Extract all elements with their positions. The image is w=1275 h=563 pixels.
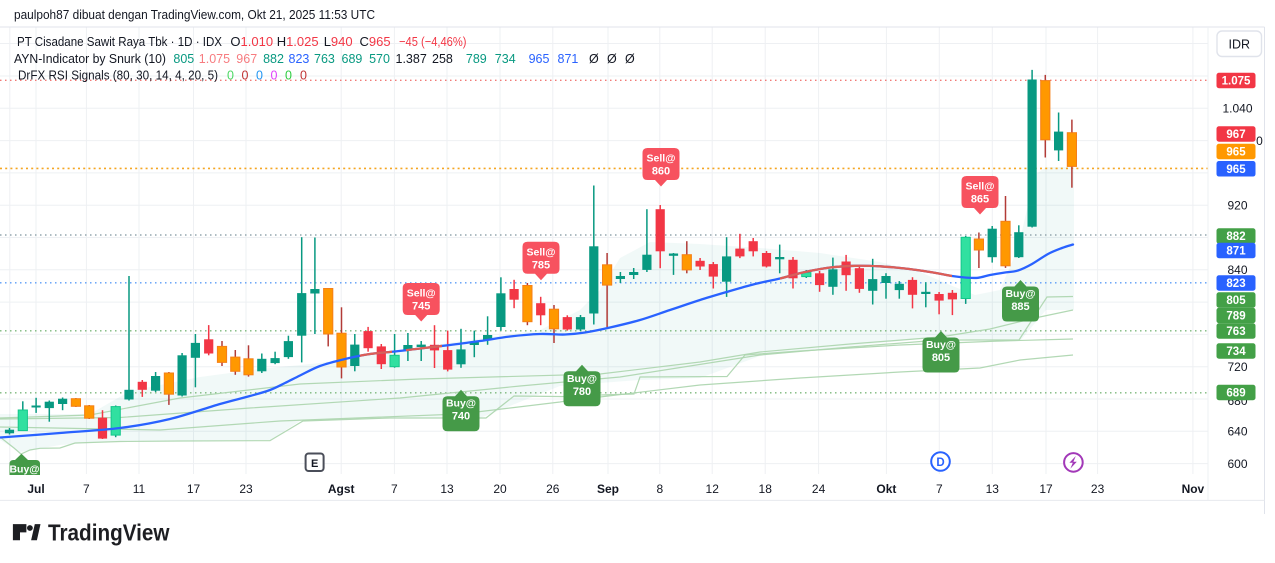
svg-text:paulpoh87 dibuat dengan Tradin: paulpoh87 dibuat dengan TradingView.com,…: [14, 7, 375, 22]
svg-text:0: 0: [285, 69, 292, 83]
svg-text:967: 967: [1226, 129, 1245, 141]
svg-text:865: 865: [971, 194, 989, 206]
svg-text:L940: L940: [324, 34, 353, 49]
svg-text:0: 0: [227, 69, 234, 83]
svg-text:1.075: 1.075: [1222, 76, 1251, 88]
svg-text:7: 7: [83, 482, 90, 496]
svg-text:0: 0: [1256, 134, 1263, 148]
svg-text:D: D: [936, 457, 944, 469]
svg-text:0: 0: [300, 69, 307, 83]
svg-text:O1.010: O1.010: [230, 34, 273, 49]
svg-text:E: E: [311, 458, 318, 470]
svg-text:C965: C965: [360, 34, 391, 49]
svg-text:Jul: Jul: [27, 482, 44, 496]
svg-text:965: 965: [1226, 164, 1246, 176]
svg-text:1.040: 1.040: [1222, 102, 1252, 116]
svg-text:965: 965: [1226, 147, 1246, 159]
svg-text:920: 920: [1227, 198, 1247, 212]
svg-text:871: 871: [558, 52, 579, 66]
svg-text:Buy@: Buy@: [926, 339, 956, 351]
svg-text:13: 13: [986, 482, 1000, 496]
svg-text:0: 0: [256, 69, 263, 83]
svg-text:Buy@: Buy@: [9, 463, 39, 475]
svg-text:7: 7: [936, 482, 943, 496]
svg-text:258: 258: [432, 52, 453, 66]
svg-text:967: 967: [236, 52, 257, 66]
svg-text:DrFX RSI Signals (80, 30, 14,: DrFX RSI Signals (80, 30, 14, 4, 20, 5): [18, 69, 218, 83]
svg-text:7: 7: [391, 482, 398, 496]
svg-text:Okt: Okt: [876, 482, 896, 496]
svg-text:17: 17: [1039, 482, 1053, 496]
svg-text:720: 720: [1227, 360, 1247, 374]
svg-text:18: 18: [759, 482, 773, 496]
svg-text:11: 11: [133, 482, 146, 496]
svg-text:1.075: 1.075: [199, 52, 230, 66]
svg-text:789: 789: [466, 52, 487, 66]
svg-text:734: 734: [1226, 346, 1246, 358]
svg-text:Buy@: Buy@: [567, 373, 597, 385]
svg-text:Sep: Sep: [597, 482, 619, 496]
svg-text:PT Cisadane Sawit Raya Tbk · 1: PT Cisadane Sawit Raya Tbk · 1D · IDX: [17, 34, 222, 49]
svg-text:860: 860: [652, 166, 670, 178]
svg-text:Ø: Ø: [625, 52, 635, 66]
svg-text:20: 20: [493, 482, 507, 496]
svg-text:789: 789: [1226, 311, 1245, 323]
svg-text:Sell@: Sell@: [407, 288, 436, 300]
svg-text:740: 740: [452, 411, 470, 423]
svg-text:8: 8: [656, 482, 663, 496]
svg-text:13: 13: [440, 482, 454, 496]
svg-text:Ø: Ø: [589, 52, 599, 66]
svg-text:689: 689: [1226, 388, 1245, 400]
svg-text:745: 745: [412, 301, 430, 313]
svg-text:AYN-Indicator by Snurk (10): AYN-Indicator by Snurk (10): [14, 52, 166, 66]
svg-text:805: 805: [1226, 295, 1246, 307]
svg-text:23: 23: [239, 482, 253, 496]
svg-text:785: 785: [532, 259, 550, 271]
svg-text:763: 763: [314, 52, 335, 66]
svg-text:805: 805: [932, 352, 950, 364]
svg-text:965: 965: [529, 52, 550, 66]
svg-text:Nov: Nov: [1182, 482, 1205, 496]
svg-text:17: 17: [187, 482, 201, 496]
svg-text:885: 885: [1011, 301, 1029, 313]
svg-text:882: 882: [263, 52, 284, 66]
svg-text:IDR: IDR: [1229, 37, 1251, 51]
svg-text:Sell@: Sell@: [647, 153, 676, 165]
svg-text:H1.025: H1.025: [277, 34, 319, 49]
svg-text:Buy@: Buy@: [446, 398, 476, 410]
svg-text:805: 805: [173, 52, 194, 66]
svg-text:0: 0: [242, 69, 249, 83]
svg-text:823: 823: [1226, 278, 1245, 290]
svg-text:23: 23: [1091, 482, 1105, 496]
svg-text:TradingView: TradingView: [48, 520, 170, 546]
svg-text:840: 840: [1227, 263, 1247, 277]
svg-text:734: 734: [495, 52, 516, 66]
svg-text:1.387: 1.387: [396, 52, 427, 66]
svg-text:570: 570: [369, 52, 390, 66]
svg-text:780: 780: [573, 386, 591, 398]
svg-text:823: 823: [289, 52, 310, 66]
svg-text:600: 600: [1227, 457, 1247, 471]
svg-text:12: 12: [706, 482, 720, 496]
svg-text:Sell@: Sell@: [527, 246, 556, 258]
svg-text:Ø: Ø: [607, 52, 617, 66]
svg-text:763: 763: [1226, 326, 1245, 338]
svg-text:882: 882: [1226, 231, 1245, 243]
svg-text:640: 640: [1227, 425, 1247, 439]
svg-text:26: 26: [546, 482, 560, 496]
svg-text:−45 (−4,46%): −45 (−4,46%): [399, 34, 467, 49]
svg-text:871: 871: [1226, 246, 1246, 258]
svg-text:24: 24: [812, 482, 826, 496]
svg-text:689: 689: [342, 52, 363, 66]
svg-text:0: 0: [271, 69, 278, 83]
svg-text:Buy@: Buy@: [1005, 288, 1035, 300]
svg-text:Agst: Agst: [328, 482, 355, 496]
svg-text:Sell@: Sell@: [966, 181, 995, 193]
